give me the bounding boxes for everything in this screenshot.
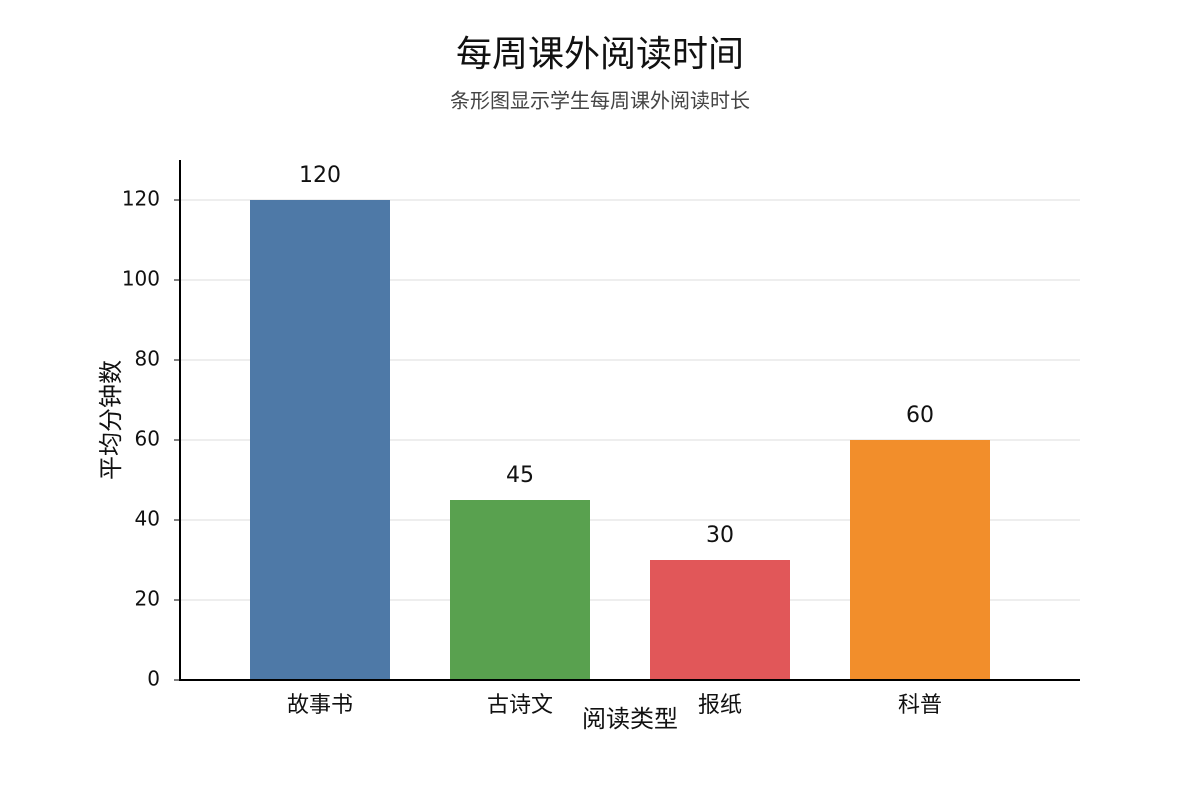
x-tick-label: 古诗文	[487, 693, 553, 718]
y-tick-label: 80	[135, 347, 160, 371]
y-tick-label: 40	[135, 507, 160, 531]
value-label: 120	[299, 163, 341, 188]
y-axis-label: 平均分钟数	[97, 360, 125, 480]
y-tick-label: 60	[135, 427, 160, 451]
bar	[450, 500, 590, 680]
value-label: 45	[506, 463, 534, 488]
x-tick-label: 科普	[898, 693, 942, 718]
y-tick-label: 0	[147, 667, 160, 691]
value-label: 30	[706, 523, 734, 548]
y-tick-label: 20	[135, 587, 160, 611]
x-tick-label: 报纸	[698, 693, 742, 718]
y-tick-label: 100	[122, 267, 160, 291]
value-label: 60	[906, 403, 934, 428]
bar	[650, 560, 790, 680]
bar	[850, 440, 990, 680]
chart-subtitle: 条形图显示学生每周课外阅读时长	[450, 89, 750, 113]
y-tick-label: 120	[122, 187, 160, 211]
chart-title: 每周课外阅读时间	[456, 34, 744, 75]
x-tick-label: 故事书	[287, 693, 353, 718]
bar	[250, 200, 390, 680]
x-axis-label: 阅读类型	[582, 705, 678, 733]
